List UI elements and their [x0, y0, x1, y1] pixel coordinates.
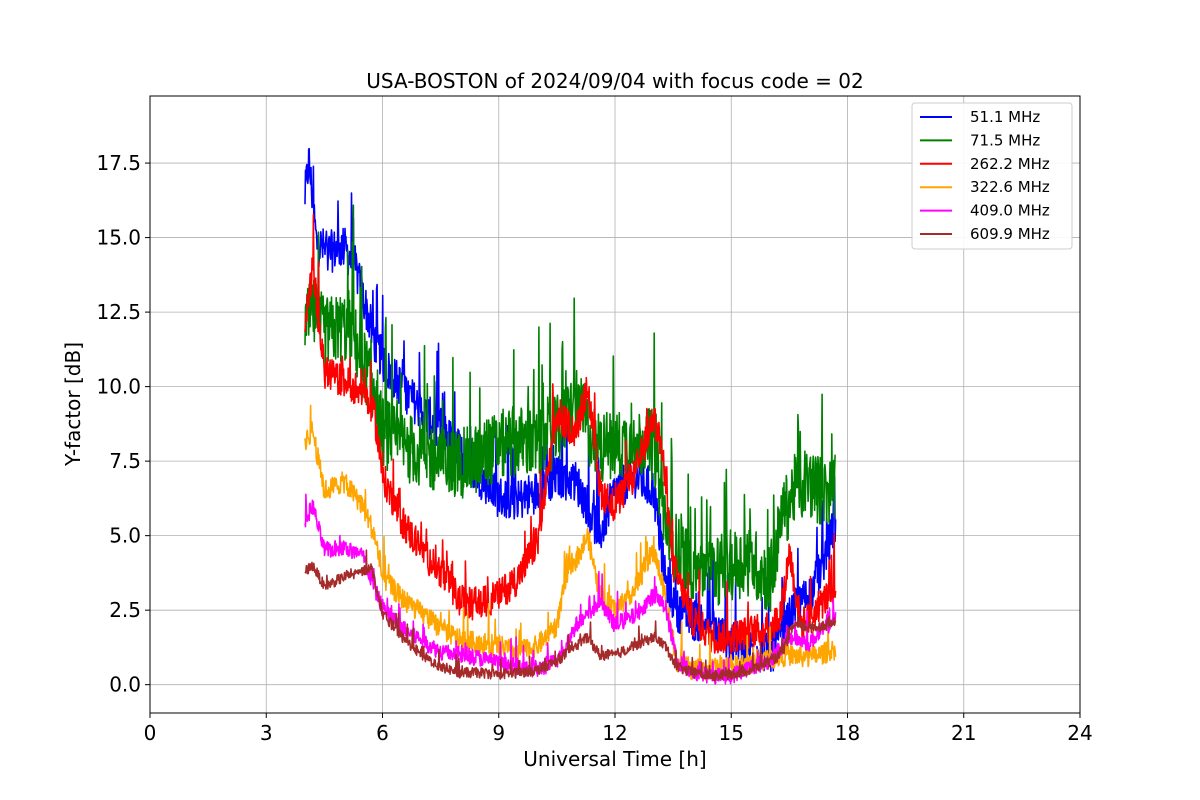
x-axis: 0 3 6 9 12 15 18 21 24: [144, 713, 1093, 745]
legend-label: 322.6 MHz: [970, 178, 1050, 196]
chart-title: USA-BOSTON of 2024/09/04 with focus code…: [366, 69, 863, 93]
y-tick-label: 5.0: [109, 524, 141, 548]
y-axis: 0.0 2.5 5.0 7.5 10.0 12.5 15.0 17.5: [96, 151, 150, 697]
series-layer: [304, 147, 837, 685]
x-tick-label: 9: [492, 721, 505, 745]
x-tick-label: 21: [951, 721, 976, 745]
y-tick-label: 17.5: [96, 151, 141, 175]
legend-label: 609.9 MHz: [970, 225, 1050, 243]
y-tick-label: 7.5: [109, 449, 141, 473]
legend-label: 262.2 MHz: [970, 155, 1050, 173]
y-tick-label: 2.5: [109, 598, 141, 622]
x-tick-label: 12: [602, 721, 627, 745]
x-axis-label: Universal Time [h]: [523, 747, 706, 771]
legend-label: 71.5 MHz: [970, 131, 1040, 149]
x-tick-label: 0: [144, 721, 157, 745]
series-line-5: [304, 493, 837, 685]
y-tick-label: 0.0: [109, 673, 141, 697]
legend-label: 51.1 MHz: [970, 108, 1040, 126]
y-tick-label: 12.5: [96, 300, 141, 324]
x-tick-label: 3: [260, 721, 273, 745]
y-tick-label: 15.0: [96, 226, 141, 250]
x-tick-label: 15: [719, 721, 744, 745]
series-line-6: [304, 549, 837, 682]
x-tick-label: 24: [1067, 721, 1092, 745]
series-line-2: [304, 204, 836, 613]
x-tick-label: 6: [376, 721, 389, 745]
y-tick-label: 10.0: [96, 375, 141, 399]
legend: 51.1 MHz 71.5 MHz 262.2 MHz 322.6 MHz 409.0 …: [911, 102, 1073, 250]
y-axis-label: Y-factor [dB]: [61, 342, 85, 467]
series-line-4: [304, 404, 837, 681]
legend-label: 409.0 MHz: [970, 202, 1050, 220]
x-tick-label: 18: [835, 721, 860, 745]
